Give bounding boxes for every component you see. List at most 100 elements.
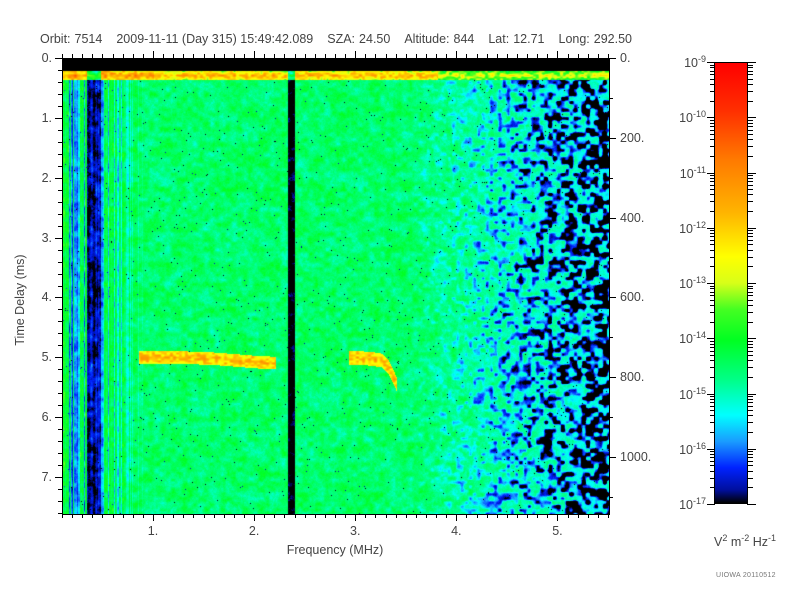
header-field-label-3: Altitude:	[404, 32, 450, 46]
colorbar-tick-minor	[710, 74, 715, 76]
y-right-tick	[609, 497, 613, 499]
header-field-4: Lat: 12.71	[488, 32, 544, 46]
y-left-tick	[58, 369, 62, 371]
x-tick-minor	[517, 514, 518, 518]
colorbar-tick-minor	[747, 451, 753, 453]
colorbar-tick-minor	[747, 211, 753, 213]
y-left-tick	[55, 177, 62, 179]
y-right-tick-label: 200.	[620, 130, 645, 145]
x-tick-minor	[567, 514, 569, 518]
x-tick-minor	[254, 514, 256, 521]
colorbar-tick-minor	[747, 133, 753, 135]
colorbar-tick-major	[747, 338, 756, 340]
y-left-tick-label: 1.	[41, 110, 52, 125]
colorbar-label-exponent: -15	[692, 385, 706, 396]
x-tick-minor	[153, 514, 154, 521]
x-tick-minor	[122, 514, 124, 518]
colorbar-label-base: 10	[679, 332, 693, 347]
colorbar-tick-major	[747, 393, 756, 395]
colorbar-tick-minor	[747, 175, 753, 177]
colorbar-tick-minor	[747, 295, 753, 297]
colorbar-tick-minor	[747, 422, 753, 424]
y-right-tick-label: 0.	[620, 51, 631, 65]
x-tick-top	[436, 54, 438, 58]
x-tick-minor	[476, 514, 478, 518]
x-tick-top	[314, 54, 316, 58]
y-left-tick	[58, 501, 62, 503]
y-left-tick	[58, 189, 62, 191]
x-tick-minor	[456, 514, 458, 521]
y-right-tick-label: 400.	[620, 210, 645, 225]
y-left-tick	[58, 393, 62, 395]
y-left-tick	[58, 513, 62, 514]
x-tick-minor	[223, 514, 225, 518]
colorbar-tick-minor	[710, 244, 715, 246]
colorbar-tick-minor	[747, 457, 753, 459]
colorbar-tick-minor	[747, 146, 753, 148]
colorbar-tick-minor	[747, 67, 753, 69]
y-right-tick	[609, 457, 616, 459]
colorbar-tick-minor	[747, 405, 753, 407]
colorbar-tick-minor	[747, 354, 753, 356]
x-tick-top	[597, 54, 599, 58]
y-left-tick	[58, 273, 62, 275]
colorbar-tick-minor	[710, 285, 715, 287]
y-right-tick	[609, 417, 613, 419]
x-tick-top	[537, 54, 539, 58]
x-tick-top	[375, 54, 377, 58]
x-tick-minor	[345, 514, 347, 518]
colorbar-label-base: 10	[679, 498, 693, 513]
colorbar-tick-minor	[710, 133, 715, 135]
header-field-label-2: SZA:	[327, 32, 356, 46]
y-left-tick	[58, 453, 62, 455]
x-tick-minor	[557, 514, 559, 521]
unit-meter-exponent: -2	[741, 533, 750, 543]
colorbar-tick-minor	[710, 189, 715, 191]
x-tick-top	[324, 54, 326, 58]
colorbar-tick-minor	[747, 487, 753, 489]
y-left-tick-label: 7.	[41, 470, 52, 485]
x-tick-minor	[355, 514, 357, 521]
colorbar-tick-minor	[710, 360, 715, 362]
x-tick-minor	[183, 514, 185, 518]
header-field-value-4: 12.71	[513, 32, 545, 46]
x-tick-minor	[375, 514, 377, 518]
colorbar-tick-label: 10-10	[652, 110, 706, 125]
colorbar-tick-major	[747, 62, 756, 63]
colorbar[interactable]	[707, 62, 756, 505]
y-left-tick	[58, 105, 62, 107]
y-left-tick	[58, 285, 62, 287]
x-tick-minor	[405, 514, 407, 518]
x-tick-minor	[395, 514, 397, 518]
x-tick-label: 1.	[147, 524, 159, 538]
colorbar-tick-major	[707, 62, 715, 63]
y-left-tick	[58, 405, 62, 407]
colorbar-tick-minor	[747, 233, 753, 235]
spectrogram-canvas	[63, 59, 609, 514]
x-tick-top	[466, 54, 468, 58]
x-tick-minor	[193, 514, 195, 518]
header-field-label-5: Long:	[558, 32, 590, 46]
x-tick-minor	[587, 514, 589, 518]
colorbar-label-base: 10	[679, 442, 693, 457]
colorbar-tick-minor	[710, 340, 715, 342]
colorbar-tick-major	[707, 117, 715, 119]
colorbar-tick-major	[707, 172, 715, 174]
colorbar-tick-minor	[747, 201, 753, 203]
colorbar-tick-minor	[710, 457, 715, 459]
y-left-tick	[58, 345, 62, 347]
x-tick-top	[82, 54, 84, 58]
x-tick-top	[233, 54, 235, 58]
colorbar-label-exponent: -9	[697, 54, 706, 64]
header-field-label-4: Lat:	[488, 32, 510, 46]
colorbar-tick-major	[747, 283, 756, 284]
x-tick-minor	[365, 514, 367, 518]
colorbar-tick-minor	[747, 83, 753, 85]
y-left-tick	[58, 153, 62, 155]
x-tick-minor	[547, 514, 549, 518]
x-tick-top	[284, 54, 286, 58]
colorbar-tick-label: 10-15	[652, 385, 706, 402]
spectrogram-plot-area[interactable]	[62, 58, 610, 515]
unit-hertz: Hz	[752, 535, 769, 550]
x-tick-minor	[506, 514, 508, 518]
